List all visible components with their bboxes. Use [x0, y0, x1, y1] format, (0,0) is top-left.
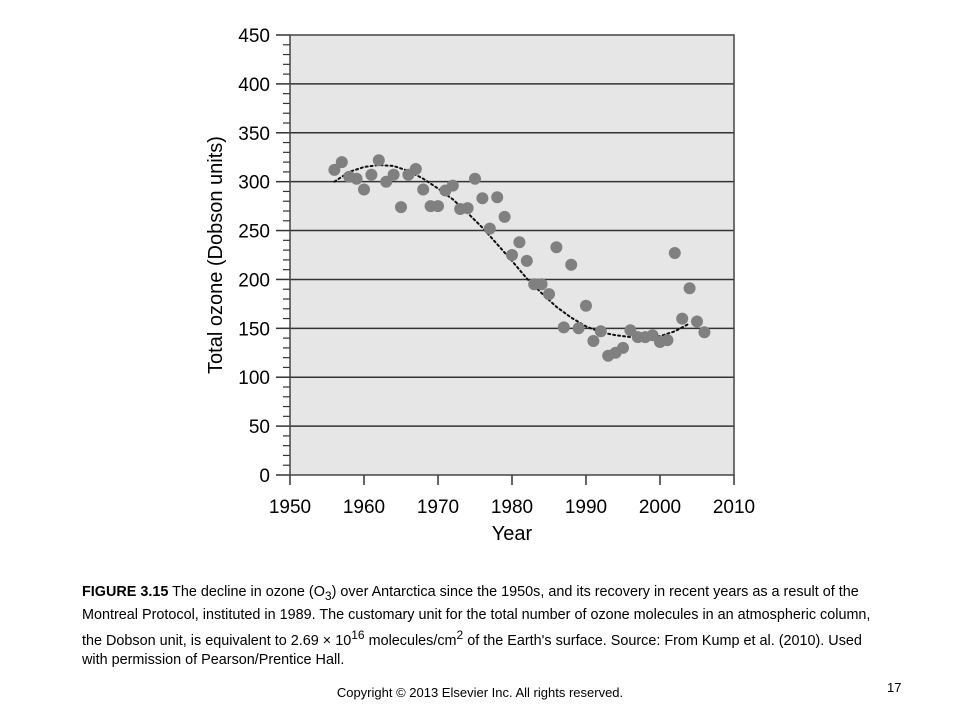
- data-point: [691, 315, 703, 328]
- page-number: 17: [887, 680, 902, 695]
- x-tick-label: 1980: [491, 497, 533, 518]
- y-tick-label: 350: [238, 124, 270, 145]
- y-tick-label: 50: [249, 417, 270, 438]
- data-point: [483, 222, 496, 235]
- data-point: [572, 322, 585, 335]
- y-tick-label: 200: [238, 270, 270, 291]
- y-tick-label: 250: [238, 222, 270, 243]
- x-tick-label: 2010: [713, 497, 755, 518]
- caption-superscript-unit: 2: [456, 627, 464, 642]
- data-point: [698, 326, 711, 339]
- data-point: [358, 183, 370, 196]
- data-point: [335, 156, 348, 169]
- data-point: [372, 154, 385, 167]
- x-tick-label: 1990: [565, 497, 607, 518]
- data-point: [498, 210, 511, 223]
- x-tick-label: 1950: [269, 497, 311, 518]
- data-point: [469, 172, 481, 185]
- data-point: [580, 299, 592, 312]
- data-point: [565, 258, 578, 271]
- data-point: [661, 334, 674, 347]
- data-point: [387, 168, 400, 181]
- grid-lines: [290, 83, 734, 427]
- data-point: [476, 192, 489, 205]
- data-point: [506, 249, 518, 261]
- data-point: [535, 278, 548, 291]
- data-point: [350, 172, 363, 185]
- figure-label: FIGURE 3.15: [82, 584, 169, 600]
- plot-frame: [289, 34, 735, 476]
- copyright-notice: Copyright © 2013 Elsevier Inc. All right…: [336, 685, 624, 700]
- x-tick-label: 1970: [417, 497, 459, 518]
- data-point: [446, 179, 459, 192]
- caption-text-3: molecules/cm: [364, 632, 457, 649]
- data-points: [328, 154, 711, 362]
- y-axis-title: Total ozone (Dobson units): [205, 136, 227, 374]
- data-point: [683, 282, 696, 295]
- ozone-chart: 0 50 100 150 200 250 300 350 400 450 1950 1960 1970…: [205, 26, 755, 545]
- data-point: [365, 168, 378, 181]
- y-tick-label: 100: [238, 368, 270, 389]
- data-point: [557, 321, 570, 334]
- data-point: [520, 254, 533, 267]
- data-point: [676, 312, 689, 325]
- data-point: [461, 202, 474, 215]
- y-tick-labels: 0 50 100 150 200 250 300 350 400 450: [238, 26, 270, 487]
- y-tick-label: 450: [238, 26, 270, 47]
- y-tick-label: 150: [238, 319, 270, 340]
- data-point: [543, 288, 555, 301]
- caption-superscript-exponent: 16: [351, 627, 365, 642]
- x-axis-title: Year: [492, 523, 533, 545]
- y-tick-label: 0: [259, 466, 270, 487]
- x-tick-labels: 1950 1960 1970 1980 1990 2000 2010: [269, 497, 755, 518]
- data-point: [491, 191, 504, 204]
- y-tick-label: 400: [238, 75, 270, 96]
- data-point: [594, 325, 607, 338]
- data-point: [587, 335, 600, 347]
- data-point: [617, 341, 629, 354]
- x-major-ticks: [289, 475, 735, 485]
- data-point: [417, 183, 430, 196]
- data-point: [395, 201, 407, 214]
- y-tick-label: 300: [238, 173, 270, 194]
- data-point: [432, 200, 444, 213]
- x-tick-label: 1960: [343, 497, 385, 518]
- caption-subscript: 3: [324, 588, 332, 603]
- data-point: [668, 247, 681, 259]
- figure-caption: FIGURE 3.15 The decline in ozone (O3) ov…: [82, 583, 882, 671]
- caption-text-4: of the Earth's surface. Source: From Kum…: [82, 632, 862, 669]
- data-point: [550, 241, 563, 254]
- data-point: [409, 163, 422, 175]
- caption-text-2: ) over Antarctica since the 1950s, and i…: [82, 584, 871, 649]
- y-major-ticks: [276, 34, 290, 476]
- x-tick-label: 2000: [639, 497, 681, 518]
- data-point: [328, 163, 341, 176]
- caption-text-1: The decline in ozone (O: [168, 584, 325, 600]
- data-point: [513, 236, 526, 249]
- y-minor-ticks: [283, 44, 290, 466]
